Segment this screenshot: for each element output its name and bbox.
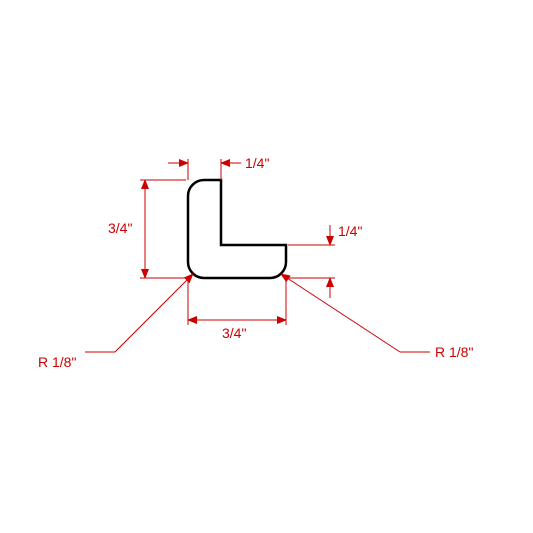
dim-right-height-text: 1/4" bbox=[338, 223, 362, 239]
dim-radius-right: R 1/8" bbox=[281, 274, 473, 360]
dim-left-height: 3/4" bbox=[108, 180, 186, 278]
dim-radius-left-text: R 1/8" bbox=[38, 354, 76, 370]
dim-radius-left: R 1/8" bbox=[38, 274, 193, 370]
drawing-canvas: 1/4" 3/4" 1/4" 3/4" R 1/8" R 1/8" bbox=[0, 0, 533, 533]
dim-top-width: 1/4" bbox=[168, 155, 269, 180]
dim-radius-right-text: R 1/8" bbox=[435, 344, 473, 360]
dim-bottom-width: 3/4" bbox=[188, 280, 286, 341]
l-profile-outline bbox=[188, 180, 286, 278]
dim-bottom-width-text: 3/4" bbox=[222, 325, 246, 341]
dim-left-height-text: 3/4" bbox=[108, 220, 132, 236]
dim-right-height: 1/4" bbox=[288, 223, 362, 298]
dim-top-width-text: 1/4" bbox=[245, 155, 269, 171]
